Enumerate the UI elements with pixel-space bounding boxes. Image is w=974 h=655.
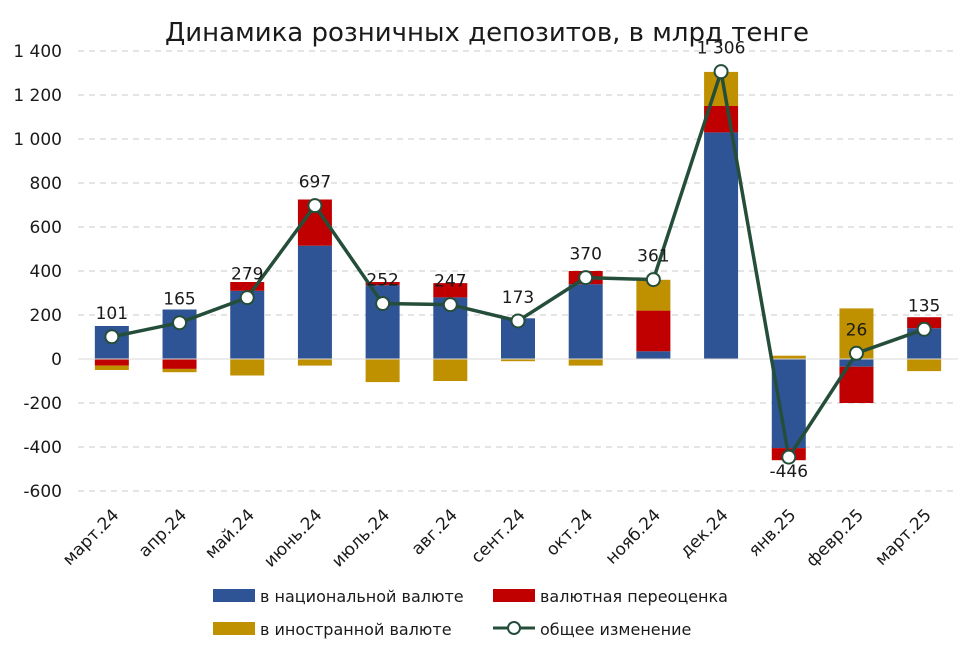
bars [94, 71, 942, 461]
bar-segment [230, 282, 265, 291]
bar-segment [636, 351, 671, 359]
x-tick-label: авг.24 [408, 505, 462, 559]
legend-item-national: в национальной валюте [213, 587, 464, 606]
bar-segment [94, 365, 129, 370]
x-tick-label: июль.24 [328, 505, 394, 571]
y-tick-label: 1 200 [13, 86, 62, 106]
y-tick-label: 200 [30, 306, 62, 326]
bar-segment [162, 368, 197, 373]
total-marker [104, 329, 120, 345]
legend-label-total: общее изменение [540, 620, 691, 639]
data-labels: 101 165 279 697 252 247 173 370 361 1 306 -446 26 13… [96, 39, 941, 482]
bar-segment [568, 284, 603, 359]
total-marker [442, 297, 458, 313]
bar-segment [568, 359, 603, 366]
total-markers [104, 64, 932, 465]
data-label: 697 [299, 173, 331, 193]
bar-segment [907, 359, 942, 372]
total-marker [239, 290, 255, 306]
bar-segment [704, 132, 739, 359]
total-marker [172, 315, 188, 331]
bar-segment [297, 245, 332, 359]
bar-segment [94, 359, 129, 366]
legend-marker-total [507, 621, 521, 635]
bar-segment [771, 359, 806, 449]
y-tick-label: 1 400 [13, 42, 62, 62]
y-tick-label: 600 [30, 218, 62, 238]
x-tick-label: нояб.24 [602, 505, 665, 568]
total-marker [848, 345, 864, 361]
legend-swatch-revaluation [493, 589, 535, 602]
total-marker [713, 64, 729, 80]
data-label: 173 [502, 288, 534, 308]
bar-segment [501, 359, 535, 362]
legend: в национальной валюте валютная переоценк… [213, 587, 728, 639]
bar-segment [365, 282, 400, 286]
legend-label-revaluation: валютная переоценка [540, 587, 728, 606]
total-marker [307, 198, 323, 214]
data-label: 247 [434, 272, 466, 292]
legend-item-revaluation: валютная переоценка [493, 587, 728, 606]
data-label: 135 [908, 296, 940, 316]
legend-item-total: общее изменение [493, 620, 691, 639]
x-tick-label: дек.24 [676, 505, 732, 561]
chart-title: Динамика розничных депозитов, в млрд тен… [165, 18, 809, 48]
data-label: 361 [637, 247, 669, 267]
total-marker [781, 449, 797, 465]
x-tick-label: июнь.24 [260, 505, 326, 571]
bar-segment [297, 359, 332, 366]
y-tick-label: 0 [51, 350, 62, 370]
x-tick-label: янв.25 [745, 505, 800, 560]
bar-segment [162, 359, 197, 369]
bar-segment [839, 359, 874, 367]
bar-segment [771, 355, 806, 359]
data-label: -446 [769, 462, 808, 482]
bar-segment [433, 359, 468, 381]
data-label: 101 [96, 304, 128, 324]
total-marker [578, 270, 594, 286]
y-tick-label: 1 000 [13, 130, 62, 150]
x-tick-label: май.24 [201, 505, 259, 563]
bar-segment [636, 310, 671, 352]
legend-swatch-foreign [213, 622, 255, 635]
total-marker [510, 313, 526, 329]
y-axis-ticks: -600 -400 -200 0 200 400 600 800 1 000 1 200 1 400 [13, 42, 62, 502]
legend-swatch-national [213, 589, 255, 602]
data-label: 1 306 [697, 39, 746, 59]
gridlines [78, 50, 958, 492]
y-tick-label: -400 [23, 438, 62, 458]
x-tick-label: февр.25 [802, 505, 868, 571]
data-label: 165 [163, 290, 195, 310]
x-tick-label: март.24 [59, 505, 123, 569]
bar-segment [230, 359, 265, 376]
y-tick-label: 400 [30, 262, 62, 282]
y-tick-label: -600 [23, 482, 62, 502]
legend-label-national: в национальной валюте [260, 587, 464, 606]
total-marker [916, 321, 932, 337]
legend-label-foreign: в иностранной валюте [260, 620, 452, 639]
x-tick-label: апр.24 [135, 505, 191, 561]
y-tick-label: -200 [23, 394, 62, 414]
data-label: 26 [846, 320, 868, 340]
y-tick-label: 800 [30, 174, 62, 194]
bar-segment [365, 359, 400, 383]
x-tick-label: сент.24 [467, 505, 529, 567]
total-marker [645, 272, 661, 288]
x-tick-label: март.25 [871, 505, 935, 569]
x-axis-ticks: март.24 апр.24 май.24 июнь.24 июль.24 авг.24 с… [59, 505, 936, 571]
data-label: 252 [366, 271, 398, 291]
total-marker [375, 296, 391, 312]
data-label: 370 [569, 245, 601, 265]
data-label: 279 [231, 265, 263, 285]
legend-item-foreign: в иностранной валюте [213, 620, 452, 639]
x-tick-label: окт.24 [542, 505, 597, 560]
bar-segment [433, 283, 468, 298]
